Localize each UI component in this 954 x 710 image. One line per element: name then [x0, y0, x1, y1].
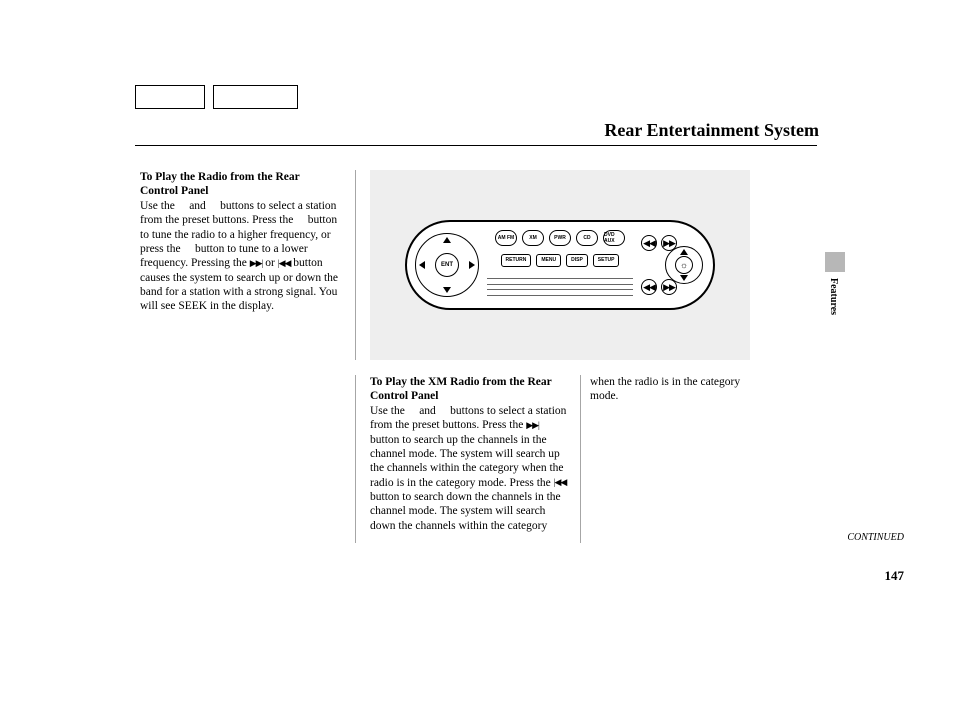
top-button-row: AM FM XM PWR CD DVD AUX [485, 230, 635, 246]
skip-back-icon: ◀◀ [643, 239, 655, 248]
col2-text: Press the [482, 419, 523, 431]
slit-line [487, 284, 633, 285]
col1-heading: To Play the Radio from the Rear Control … [140, 171, 300, 197]
col3-text: when the radio is in the category mode. [590, 376, 740, 402]
down-glyph-placeholder [209, 200, 218, 212]
col2-text: and [419, 405, 436, 417]
col1-text: Press the [252, 214, 293, 226]
ffwd-icon: ▶▶ [663, 283, 675, 292]
top-placeholder-boxes [135, 85, 298, 109]
continued-label: CONTINUED [847, 532, 904, 543]
seek-forward-icon: ▶▶| [250, 259, 263, 268]
glyph-placeholder [183, 243, 192, 255]
slit-line [487, 278, 633, 279]
control-panel-figure: ENT AM FM XM PWR CD DVD AUX RETURN MENU … [370, 170, 750, 360]
menu-button: MENU [536, 254, 561, 267]
placeholder-box-1 [135, 85, 205, 109]
column-3: when the radio is in the category mode. [590, 375, 770, 404]
seek-forward-icon: ▶▶| [526, 421, 539, 430]
skip-fwd-icon: ▶▶ [663, 239, 675, 248]
column-divider [355, 170, 356, 360]
brightness-ring: ☼ [665, 246, 703, 284]
section-tab-marker [825, 252, 845, 272]
pwr-button: PWR [549, 230, 571, 246]
dpad-up-icon [443, 237, 451, 243]
dpad-left: ENT [415, 233, 479, 297]
return-button: RETURN [501, 254, 532, 267]
cd-button: CD [576, 230, 598, 246]
dpad-left-icon [419, 261, 425, 269]
column-divider [580, 375, 581, 543]
rewind-button: ◀◀ [641, 279, 657, 295]
center-button-block: AM FM XM PWR CD DVD AUX RETURN MENU DISP… [485, 228, 635, 302]
brightness-button: ☼ [675, 256, 693, 274]
placeholder-box-2 [213, 85, 298, 109]
col1-text: Pressing the [191, 257, 247, 269]
rear-control-panel: ENT AM FM XM PWR CD DVD AUX RETURN MENU … [405, 220, 715, 310]
dpad-right-icon [469, 261, 475, 269]
glyph-placeholder [296, 214, 305, 226]
slit-line [487, 295, 633, 296]
speaker-slits [485, 274, 635, 300]
glyph-placeholder [408, 405, 417, 417]
ent-button: ENT [435, 253, 459, 277]
col2-heading: To Play the XM Radio from the Rear Contr… [370, 376, 552, 402]
disp-button: DISP [566, 254, 588, 267]
column-1: To Play the Radio from the Rear Control … [140, 170, 340, 314]
page-number: 147 [885, 568, 905, 584]
page-title: Rear Entertainment System [604, 120, 819, 141]
column-divider [355, 375, 356, 543]
ring-up-icon [680, 249, 688, 255]
setup-button: SETUP [593, 254, 620, 267]
up-glyph-placeholder [178, 200, 187, 212]
rewind-icon: ◀◀ [643, 283, 655, 292]
dpad-down-icon [443, 287, 451, 293]
col2-text: button to search up the channels in the … [370, 434, 564, 489]
col2-text: button to search down the channels in th… [370, 491, 561, 532]
xm-button: XM [522, 230, 544, 246]
seek-back-icon: |◀◀ [278, 259, 291, 268]
slit-line [487, 289, 633, 290]
dvd-aux-button: DVD AUX [603, 230, 625, 246]
col1-text: or [265, 257, 275, 269]
col1-text: and [189, 200, 206, 212]
section-tab-label: Features [828, 278, 839, 315]
seek-back-icon: |◀◀ [554, 478, 567, 487]
amfm-button: AM FM [495, 230, 517, 246]
mid-button-row: RETURN MENU DISP SETUP [485, 254, 635, 267]
title-rule [135, 145, 817, 146]
column-2: To Play the XM Radio from the Rear Contr… [370, 375, 570, 533]
right-control-cluster: ◀◀ ▶▶ ◀◀ ▶▶ ☼ [641, 233, 705, 297]
ring-down-icon [680, 275, 688, 281]
col1-text: Use the [140, 200, 175, 212]
glyph-placeholder [439, 405, 448, 417]
col2-text: Use the [370, 405, 405, 417]
skip-back-button: ◀◀ [641, 235, 657, 251]
